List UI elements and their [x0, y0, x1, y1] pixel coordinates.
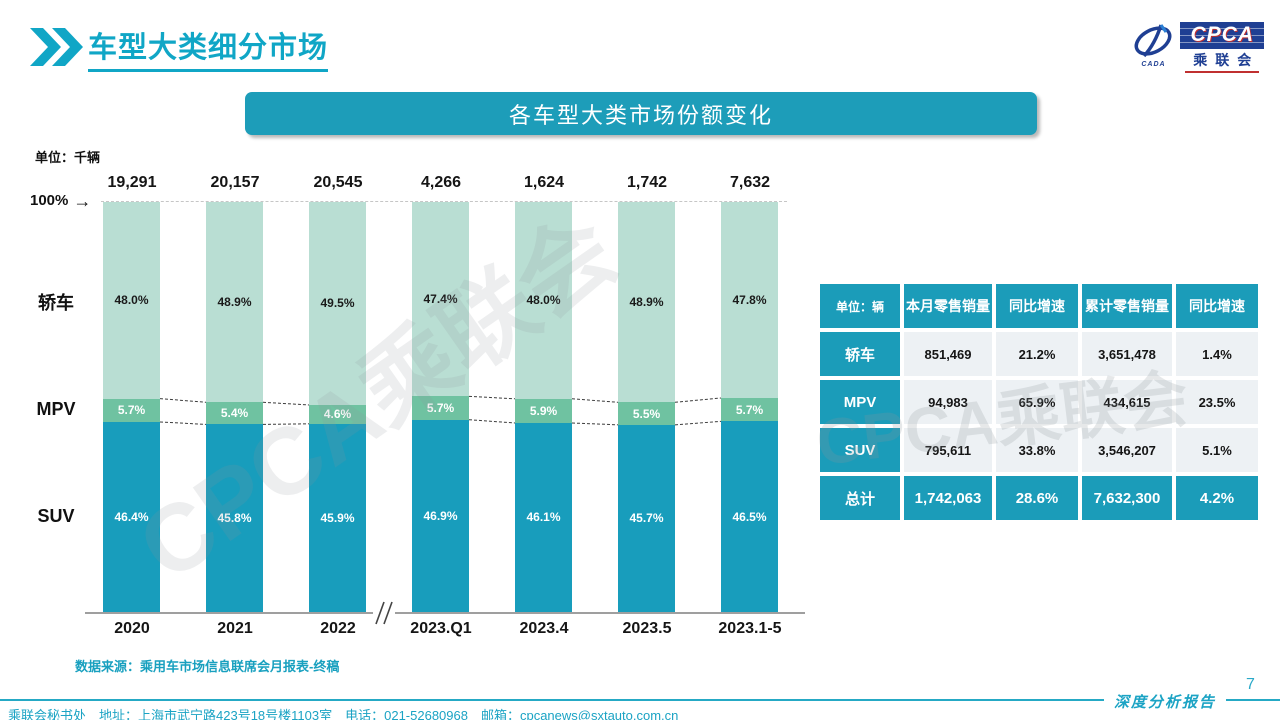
chart-title-banner: 各车型大类市场份额变化: [245, 92, 1037, 135]
table-cell: 23.5%: [1176, 380, 1258, 424]
table-cell: 28.6%: [996, 476, 1078, 520]
cpca-logo: CADA CPCA 乘联会: [1130, 22, 1264, 73]
bar-segment-SUV: 46.1%: [515, 422, 572, 612]
table-row-label-MPV: MPV: [820, 380, 900, 424]
unit-label: 单位：千辆: [35, 150, 101, 165]
bar-segment-SUV: 46.5%: [721, 421, 778, 612]
bar-2023.4: 48.0% 5.9% 46.1%: [515, 202, 572, 612]
table-header-cell: 同比增速: [1176, 284, 1258, 328]
cpca-wordmark: CPCA: [1180, 22, 1264, 49]
bar-segment-轿车: 47.8%: [721, 202, 778, 398]
x-axis-label: 2021: [217, 620, 253, 637]
bar-segment-轿车: 47.4%: [412, 202, 469, 397]
page-title: 车型大类细分市场: [88, 24, 329, 72]
stacked-bar-chart: 48.0% 5.7% 46.4% 19,291 2020 48.9% 5.4% 45.8% 20…: [85, 174, 805, 637]
axis-break-icon: [373, 600, 395, 626]
x-axis-line: [85, 612, 805, 614]
bar-segment-轿车: 49.5%: [309, 202, 366, 405]
table-header-cell: 单位：辆: [820, 284, 900, 328]
bar-segment-SUV: 46.4%: [103, 421, 160, 612]
bar-total-label: 20,545: [313, 174, 363, 191]
bar-segment-SUV: 46.9%: [412, 419, 469, 612]
table-cell: 3,651,478: [1082, 332, 1172, 376]
hundred-percent-label: 100%: [30, 192, 69, 209]
x-axis-label: 2020: [114, 620, 150, 637]
bar-segment-SUV: 45.7%: [618, 424, 675, 612]
chart-series-label-MPV: MPV: [36, 399, 76, 420]
retail-sales-table: 单位：辆 本月零售销量 同比增速 累计零售销量 同比增速 轿车 851,469 21.2% 3,…: [820, 284, 1258, 520]
bar-total-label: 7,632: [729, 174, 771, 191]
table-cell: 3,546,207: [1082, 428, 1172, 472]
chart-series-label-SUV: SUV: [37, 505, 75, 526]
table-cell: 434,615: [1082, 380, 1172, 424]
bar-segment-轿车: 48.0%: [515, 202, 572, 399]
double-chevron-icon: [30, 28, 84, 71]
bar-2020: 48.0% 5.7% 46.4%: [103, 202, 160, 612]
x-axis-label: 2023.5: [622, 620, 672, 637]
bar-segment-MPV: 5.7%: [412, 396, 469, 420]
table-row-label-SUV: SUV: [820, 428, 900, 472]
bar-2023.1-5: 47.8% 5.7% 46.5%: [721, 202, 778, 612]
table-cell: 1.4%: [1176, 332, 1258, 376]
table-row-label-总计: 总计: [820, 476, 900, 520]
page-number: 7: [1246, 676, 1255, 693]
table-cell: 65.9%: [996, 380, 1078, 424]
bar-2022: 49.5% 4.6% 45.9%: [309, 202, 366, 612]
bar-total-label: 1,742: [626, 174, 668, 191]
table-cell: 21.2%: [996, 332, 1078, 376]
table-cell: 851,469: [904, 332, 992, 376]
bar-segment-MPV: 5.5%: [618, 402, 675, 425]
bar-segment-MPV: 5.7%: [721, 397, 778, 422]
bar-2023.Q1: 47.4% 5.7% 46.9%: [412, 202, 469, 612]
right-arrow-icon: →: [73, 190, 92, 211]
table-cell: 4.2%: [1176, 476, 1258, 520]
table-cell: 795,611: [904, 428, 992, 472]
bar-segment-轿车: 48.9%: [206, 202, 263, 403]
bar-segment-MPV: 5.7%: [103, 398, 160, 422]
bar-total-label: 19,291: [107, 174, 157, 191]
table-cell: 94,983: [904, 380, 992, 424]
table-header-cell: 同比增速: [996, 284, 1078, 328]
bar-segment-MPV: 4.6%: [309, 404, 366, 424]
bar-total-label: 1,624: [523, 174, 565, 191]
x-axis-label: 2022: [320, 620, 356, 637]
bar-total-label: 4,266: [420, 174, 462, 191]
emblem-caption: CADA: [1141, 61, 1166, 68]
gridline-100pct: [101, 201, 787, 202]
bar-total-label: 20,157: [210, 174, 260, 191]
bar-2021: 48.9% 5.4% 45.8%: [206, 202, 263, 612]
segment-connector-lines: [159, 395, 722, 426]
footer-contact-info: 乘联会秘书处 地址：上海市武宁路423号18号楼1103室 电话：021-526…: [8, 708, 679, 720]
table-header-cell: 本月零售销量: [904, 284, 992, 328]
cpca-emblem-icon: CADA: [1130, 22, 1176, 68]
table-row-label-轿车: 轿车: [820, 332, 900, 376]
bar-segment-MPV: 5.4%: [206, 402, 263, 425]
table-cell: 1,742,063: [904, 476, 992, 520]
bar-segment-MPV: 5.9%: [515, 398, 572, 423]
x-axis-label: 2023.Q1: [410, 620, 472, 637]
table-cell: 7,632,300: [1082, 476, 1172, 520]
footer-divider: [0, 699, 1280, 701]
report-type-label: 深度分析报告: [1104, 691, 1227, 712]
hundred-percent-marker: 100% →: [30, 190, 92, 211]
bar-segment-轿车: 48.0%: [103, 202, 160, 399]
bar-segment-SUV: 45.8%: [206, 424, 263, 612]
bar-segment-轿车: 48.9%: [618, 202, 675, 403]
table-cell: 5.1%: [1176, 428, 1258, 472]
cpca-chinese-name: 乘联会: [1185, 50, 1260, 73]
chart-series-label-轿车: 轿车: [38, 293, 74, 314]
table-cell: 33.8%: [996, 428, 1078, 472]
table-header-cell: 累计零售销量: [1082, 284, 1172, 328]
bar-segment-SUV: 45.9%: [309, 423, 366, 612]
bar-2023.5: 48.9% 5.5% 45.7%: [618, 202, 675, 612]
x-axis-label: 2023.4: [519, 620, 569, 637]
data-source-note: 数据来源：乘用车市场信息联席会月报表-终稿: [75, 659, 340, 674]
x-axis-label: 2023.1-5: [718, 620, 782, 637]
